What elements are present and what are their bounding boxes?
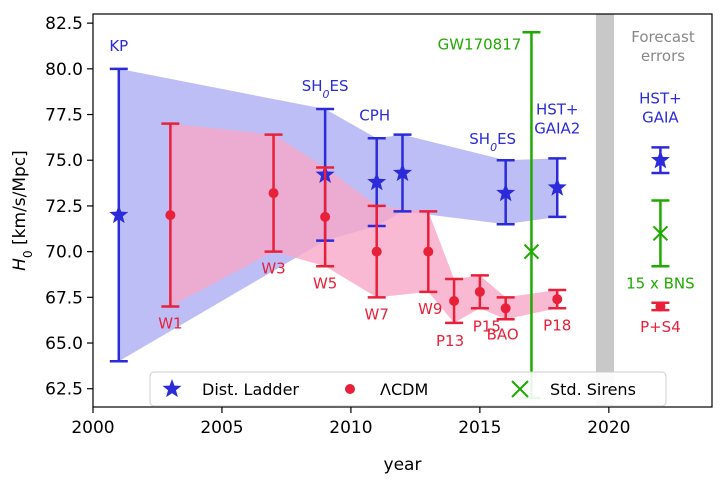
star-marker — [392, 163, 413, 182]
star-marker — [650, 150, 670, 169]
y-tick-label: 75.0 — [45, 151, 83, 171]
y-axis-label: H0 [km/s/Mpc] — [10, 150, 35, 271]
ladder-point — [392, 133, 413, 213]
x-marker-b — [523, 243, 540, 260]
y-tick-label: 72.5 — [45, 197, 83, 217]
point-label: HST+ — [639, 89, 682, 107]
x-tick-label: 2000 — [71, 418, 114, 438]
legend-label: Std. Sirens — [550, 380, 636, 399]
lcdm-point — [419, 210, 438, 294]
point-label: W3 — [261, 260, 285, 278]
ladder-point — [650, 146, 670, 175]
circle-marker — [423, 246, 434, 257]
lcdm-point — [496, 296, 515, 321]
ladder-point — [547, 157, 567, 219]
lcdm-point — [316, 166, 335, 268]
legend-label: Dist. Ladder — [202, 380, 299, 399]
axes-layer: 2000 2005 2010 2015 2020 62.5 65.0 67.5 70.0 72.5… — [10, 13, 713, 475]
bands-layer — [118, 68, 558, 362]
circle-marker — [165, 210, 176, 221]
lcdm-point — [264, 133, 283, 253]
circle-marker — [474, 286, 485, 297]
lcdm-band — [170, 123, 558, 323]
point-label: P13 — [436, 332, 464, 350]
point-label: SH0ES — [469, 130, 516, 154]
circle-marker — [268, 188, 279, 199]
point-labels-layer: KPSH0ESCPHSH0ESHST+GAIA2HST+GAIAW1W3W5W7… — [109, 35, 694, 350]
lcdm-point — [651, 301, 670, 312]
point-label: KP — [109, 37, 128, 55]
y-tick-label: 80.0 — [45, 60, 83, 80]
y-tick-label: 65.0 — [45, 334, 83, 354]
ladder-point — [109, 67, 129, 363]
point-label: W1 — [158, 314, 182, 332]
y-tick-label: 62.5 — [45, 380, 83, 400]
point-label: W5 — [313, 274, 337, 292]
star-marker — [109, 205, 129, 224]
point-label: W9 — [418, 300, 442, 318]
point-label: P+S4 — [640, 318, 681, 336]
point-label: W7 — [365, 305, 389, 323]
circle-marker — [500, 303, 511, 314]
circle-marker — [655, 301, 666, 312]
point-label: GAIA2 — [534, 119, 580, 137]
star-marker — [496, 183, 516, 202]
circle-marker — [371, 246, 382, 257]
circle-marker — [552, 294, 563, 305]
x-marker-b — [652, 225, 669, 242]
legend-label: ΛCDM — [380, 380, 428, 399]
point-label: GAIA — [642, 108, 679, 126]
circle-marker — [320, 211, 331, 222]
y-tick-label: 67.5 — [45, 288, 83, 308]
y-tick-label: 82.5 — [45, 14, 83, 34]
legend-x-icon-b — [511, 380, 529, 398]
legend-box — [149, 371, 667, 407]
lcdm-point — [548, 288, 567, 310]
forecast-label-line2: errors — [641, 47, 685, 65]
x-tick-label: 2020 — [587, 418, 630, 438]
lcdm-point — [470, 274, 489, 310]
legend-circle-icon — [345, 384, 355, 394]
point-label: HST+ — [536, 100, 579, 118]
y-tick-label: 70.0 — [45, 243, 83, 263]
legend-star-icon — [162, 379, 182, 398]
x-axis-label: year — [384, 455, 422, 475]
point-label: 15 x BNS — [626, 274, 695, 292]
star-marker — [367, 172, 387, 191]
forecast-label-line1: Forecast — [631, 28, 695, 46]
x-tick-label: 2015 — [458, 418, 501, 438]
star-marker — [547, 177, 567, 196]
lcdm-point — [367, 204, 386, 299]
point-label: P15 — [473, 317, 501, 335]
point-label: P18 — [543, 316, 571, 334]
lcdm-point — [445, 277, 464, 325]
plot-frame — [92, 13, 713, 408]
circle-marker — [449, 295, 460, 306]
legend: Dist. Ladder ΛCDM Std. Sirens — [149, 371, 667, 407]
y-tick-label: 77.5 — [45, 106, 83, 126]
point-label: CPH — [359, 106, 390, 124]
x-tick-label: 2010 — [329, 418, 372, 438]
lcdm-point — [161, 122, 180, 308]
point-label: GW170817 — [438, 35, 522, 53]
x-tick-label: 2005 — [200, 418, 243, 438]
ladder-point — [496, 158, 516, 226]
forecast-divider — [595, 14, 614, 407]
siren-point — [651, 199, 670, 268]
point-label: SH0ES — [302, 77, 349, 101]
point-label: BAO — [487, 325, 519, 343]
